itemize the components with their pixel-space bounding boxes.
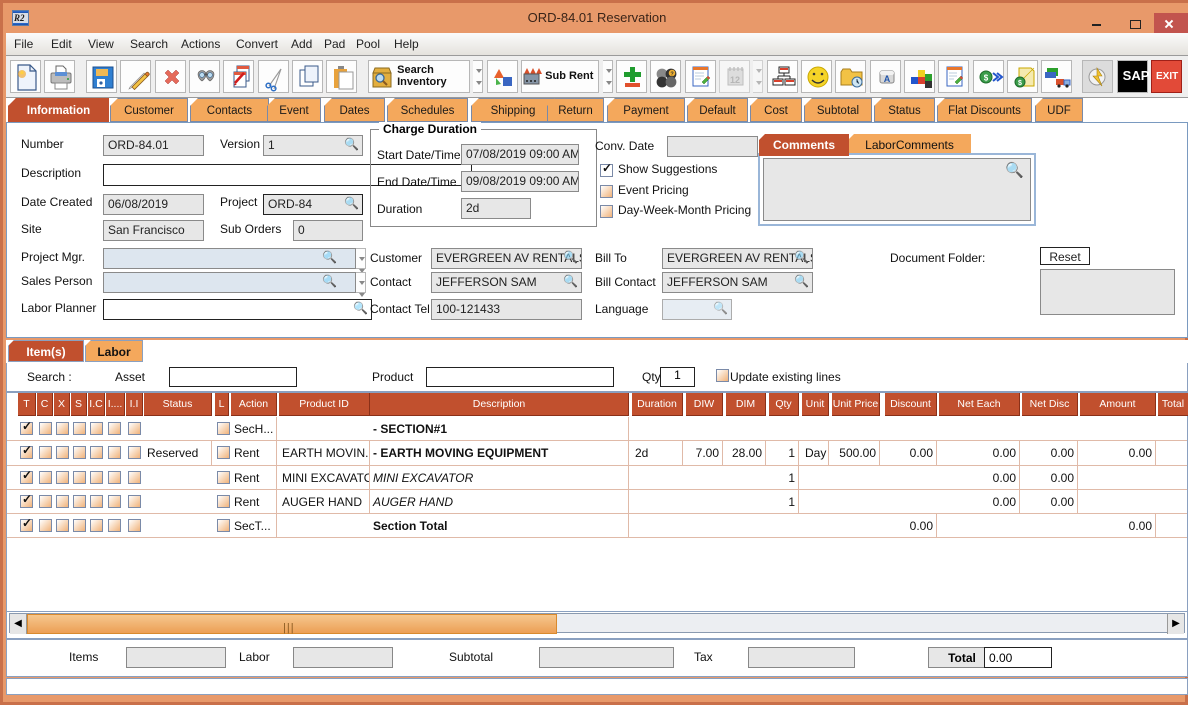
svg-text:A: A bbox=[883, 74, 890, 84]
svg-text:$: $ bbox=[1018, 80, 1022, 87]
svg-text:$: $ bbox=[983, 74, 988, 83]
svg-text:12: 12 bbox=[730, 75, 740, 85]
